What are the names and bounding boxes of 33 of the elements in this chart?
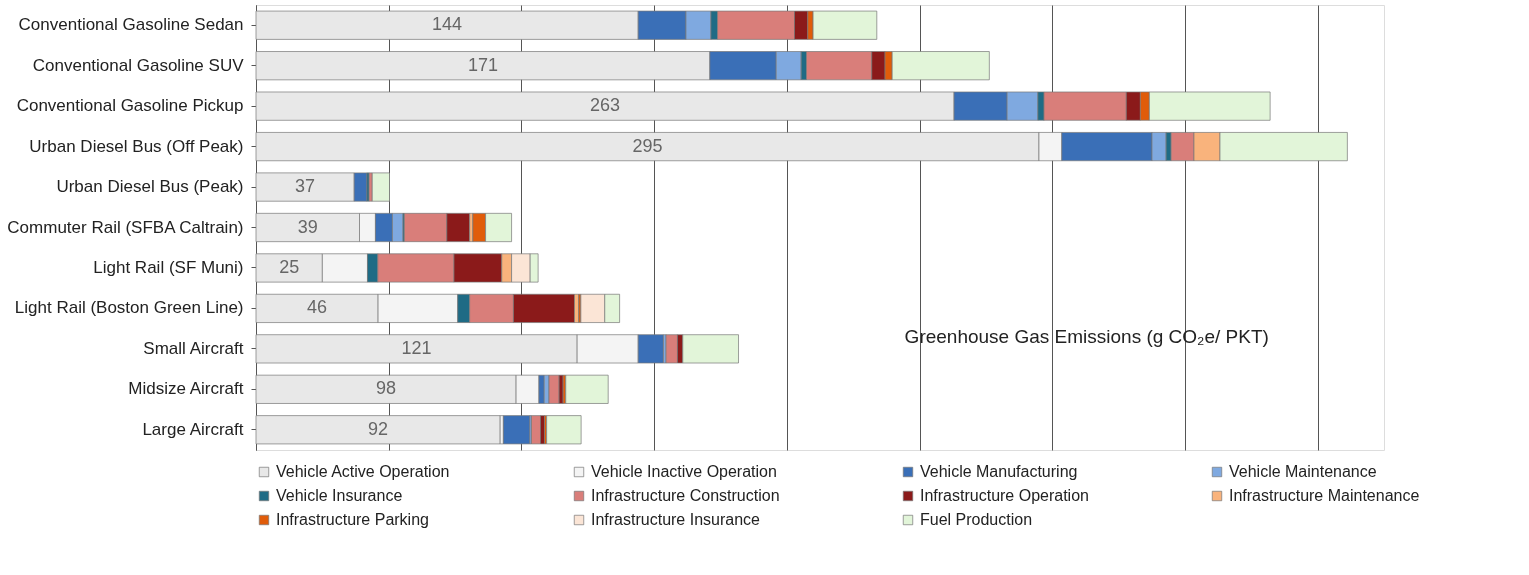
data-label: 46 (307, 297, 328, 318)
legend-label: Infrastructure Insurance (591, 511, 761, 528)
data-label: 92 (368, 418, 389, 439)
data-label: 263 (589, 95, 621, 116)
y-tick-label: Light Rail (Boston Green Line) (14, 298, 244, 318)
data-label: 37 (295, 176, 316, 197)
legend-label: Vehicle Maintenance (1229, 463, 1377, 480)
y-tick-label: Commuter Rail (SFBA Caltrain) (7, 217, 244, 237)
data-label: 295 (632, 135, 663, 156)
legend-label: Infrastructure Maintenance (1229, 487, 1420, 504)
y-tick-label: Light Rail (SF Muni) (93, 257, 244, 277)
legend-label: Infrastructure Operation (920, 487, 1089, 504)
y-tick-label: Conventional Gasoline SUV (32, 55, 245, 75)
data-label: 171 (467, 54, 498, 75)
data-label: 98 (376, 378, 397, 399)
legend-label: Vehicle Active Operation (276, 463, 450, 480)
legend-label: Infrastructure Parking (276, 511, 429, 528)
legend-label: Vehicle Insurance (276, 487, 403, 504)
y-tick-label: Conventional Gasoline Sedan (18, 15, 244, 35)
data-label: 121 (401, 337, 432, 358)
data-label: 39 (297, 216, 318, 237)
y-tick-label: Urban Diesel Bus (Off Peak) (29, 136, 244, 156)
data-label: 144 (432, 14, 463, 35)
legend-label: Infrastructure Construction (591, 487, 780, 504)
y-tick-label: Urban Diesel Bus (Peak) (56, 177, 244, 197)
legend-label: Vehicle Manufacturing (920, 463, 1078, 480)
y-tick-label: Large Aircraft (142, 419, 244, 439)
legend-label: Vehicle Inactive Operation (591, 463, 777, 480)
data-label: 25 (279, 256, 300, 277)
legend-label: Fuel Production (920, 511, 1033, 528)
y-tick-label: Midsize Aircraft (128, 379, 244, 399)
y-tick-label: Conventional Gasoline Pickup (16, 96, 244, 116)
y-tick-label: Small Aircraft (143, 338, 244, 358)
